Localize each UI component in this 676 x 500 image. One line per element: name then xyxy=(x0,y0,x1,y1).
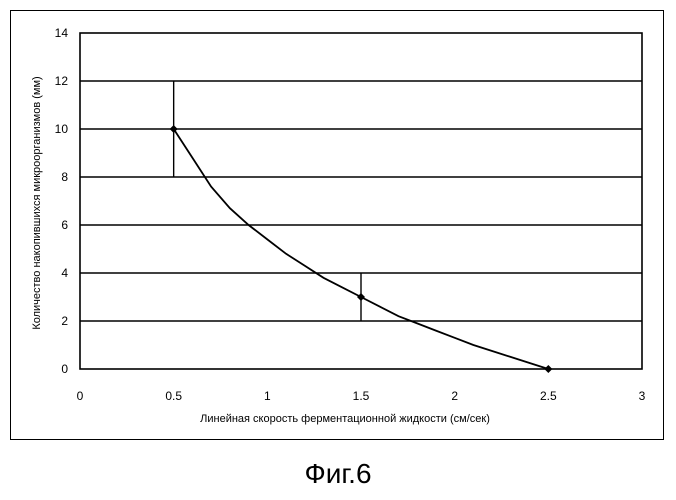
series-curve xyxy=(174,129,549,369)
y-tick-label: 8 xyxy=(61,170,68,184)
x-tick-label: 1 xyxy=(264,389,271,403)
y-tick-label: 6 xyxy=(61,218,68,232)
y-tick-label: 4 xyxy=(61,266,68,280)
x-axis-title: Линейная скорость ферментационной жидкос… xyxy=(200,413,490,425)
y-axis-title: Количество накопившихся микроорганизмов … xyxy=(31,76,43,329)
y-tick-label: 14 xyxy=(55,26,69,40)
x-tick-label: 2 xyxy=(451,389,458,403)
chart: 0 2 4 6 8 10 12 14 0 0.5 1 1.5 2 2.5 3 Линейная скорост… xyxy=(0,0,676,450)
y-tick-label: 0 xyxy=(61,362,68,376)
figure-caption: Фиг.6 xyxy=(0,458,676,490)
data-point-1 xyxy=(357,293,365,301)
y-tick-label: 10 xyxy=(55,122,69,136)
x-tick-label: 0 xyxy=(77,389,84,403)
data-point-2 xyxy=(544,365,552,373)
x-tick-label: 2.5 xyxy=(540,389,557,403)
y-tick-label: 2 xyxy=(61,314,68,328)
y-tick-label: 12 xyxy=(55,74,69,88)
x-tick-label: 0.5 xyxy=(165,389,182,403)
x-tick-label: 1.5 xyxy=(353,389,370,403)
x-tick-label: 3 xyxy=(639,389,646,403)
